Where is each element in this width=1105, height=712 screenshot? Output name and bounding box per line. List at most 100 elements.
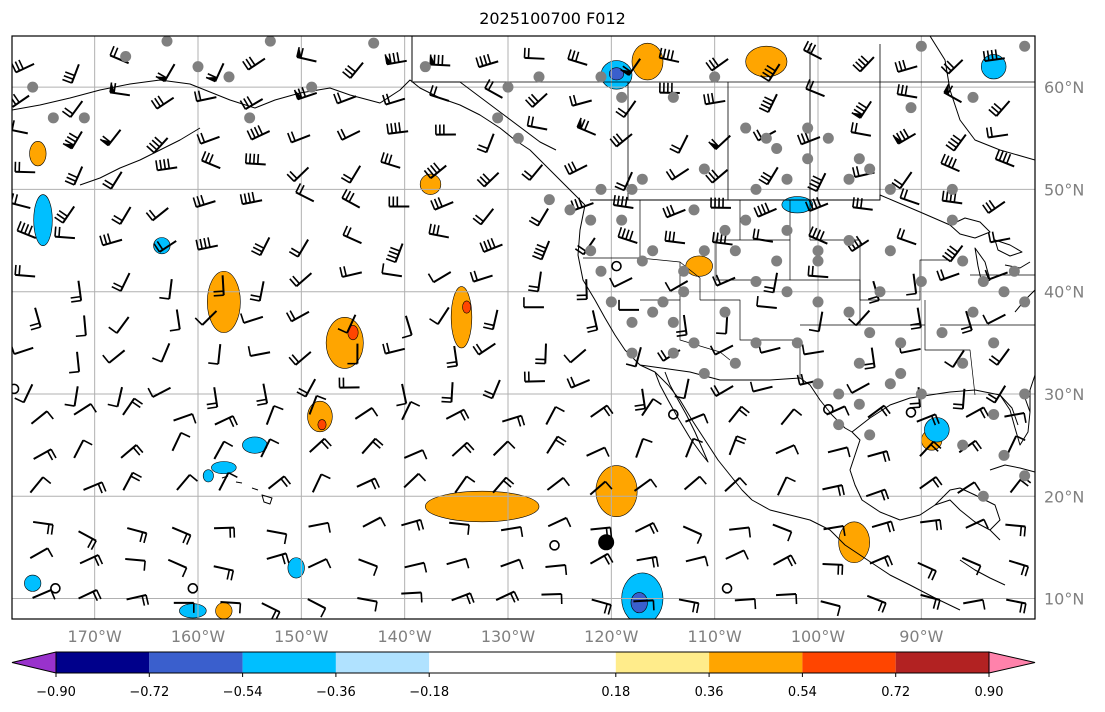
wind-barb bbox=[289, 272, 313, 288]
wind-barb bbox=[625, 346, 642, 368]
wind-barb bbox=[427, 271, 452, 284]
calm-circle bbox=[905, 407, 917, 418]
wind-barb bbox=[201, 151, 221, 170]
wind-barb bbox=[635, 438, 653, 458]
wind-barb bbox=[729, 526, 751, 538]
hudson-bay bbox=[929, 36, 1035, 161]
wind-barb bbox=[73, 439, 93, 459]
colorbar-segment bbox=[802, 652, 896, 673]
station-dot bbox=[977, 490, 989, 502]
calm-circle bbox=[50, 583, 61, 594]
wind-barb bbox=[758, 93, 778, 113]
wind-barb bbox=[535, 343, 547, 365]
wind-barb bbox=[772, 554, 797, 567]
wind-barb bbox=[173, 412, 197, 424]
wind-barb bbox=[54, 205, 76, 224]
station-dot bbox=[78, 112, 90, 124]
colorbar bbox=[11, 651, 1036, 674]
wind-barb bbox=[636, 555, 659, 568]
station-dot bbox=[585, 245, 597, 257]
colorbar-tick-label: 0.90 bbox=[975, 685, 1004, 700]
wind-barb bbox=[479, 237, 503, 253]
station-dot bbox=[678, 265, 690, 277]
wind-barb bbox=[342, 61, 364, 79]
wind-barb bbox=[586, 446, 610, 457]
wind-barb bbox=[547, 516, 572, 528]
station-dot bbox=[306, 81, 318, 93]
wind-barb bbox=[896, 84, 918, 99]
station-dot bbox=[667, 316, 679, 328]
lon-tick-label: 100°W bbox=[791, 627, 846, 646]
lat-tick-label: 20°N bbox=[1044, 487, 1084, 506]
wind-barb bbox=[146, 136, 169, 154]
latitude-tick-labels: 10°N 20°N 30°N 40°N 50°N 60°N bbox=[1044, 78, 1084, 608]
wind-barb bbox=[546, 476, 570, 491]
calm-circle bbox=[823, 404, 834, 415]
station-dot bbox=[667, 347, 679, 359]
wind-barb bbox=[358, 558, 379, 577]
station-dot bbox=[915, 275, 927, 287]
wind-barb bbox=[75, 315, 87, 338]
wind-barb bbox=[357, 597, 378, 612]
wind-barb bbox=[892, 128, 917, 145]
station-dot bbox=[244, 112, 256, 124]
colorbar-tick-label: 0.18 bbox=[601, 685, 630, 700]
station-dot bbox=[585, 214, 597, 226]
wind-barb bbox=[822, 563, 844, 575]
station-dot bbox=[812, 378, 824, 390]
colorbar-segment bbox=[242, 652, 336, 673]
wind-barb bbox=[293, 87, 318, 101]
wind-barb bbox=[851, 100, 872, 119]
wind-barb bbox=[614, 171, 633, 192]
lon-tick-label: 110°W bbox=[687, 627, 742, 646]
colorbar-tick-labels: −0.90 −0.72 −0.54 −0.36 −0.18 0.18 0.36 0.54 0.7… bbox=[36, 673, 1003, 700]
wind-barb bbox=[917, 561, 937, 581]
wind-barb bbox=[724, 477, 748, 493]
colorbar-segment bbox=[149, 652, 243, 673]
station-dot bbox=[698, 245, 710, 257]
wind-barb bbox=[808, 311, 824, 333]
wind-barb bbox=[171, 432, 191, 452]
wind-barb bbox=[171, 526, 192, 545]
wind-barb bbox=[576, 117, 597, 136]
wind-barb bbox=[728, 405, 750, 423]
wind-barb bbox=[380, 152, 401, 169]
wind-barb bbox=[153, 240, 177, 253]
contour-area bbox=[29, 141, 47, 167]
lon-tick-label: 160°W bbox=[171, 627, 226, 646]
wind-barb bbox=[79, 554, 104, 567]
wind-barb bbox=[894, 59, 918, 73]
wind-barb bbox=[246, 125, 271, 141]
station-dot bbox=[161, 36, 173, 47]
wind-barb bbox=[957, 481, 981, 494]
baja-california bbox=[654, 371, 709, 463]
wind-barb bbox=[430, 197, 454, 211]
wind-barb bbox=[214, 415, 238, 428]
wind-barb bbox=[311, 473, 331, 493]
wind-barb bbox=[756, 295, 777, 310]
station-dot bbox=[812, 255, 824, 267]
wind-barb bbox=[866, 594, 887, 613]
station-dot bbox=[781, 286, 793, 298]
wind-barb bbox=[401, 518, 425, 531]
station-dot bbox=[616, 214, 628, 226]
wind-barb bbox=[356, 477, 380, 490]
wind-barb bbox=[734, 598, 757, 610]
figure-title: 2025100700 F012 bbox=[479, 9, 626, 28]
calm-circle bbox=[549, 540, 560, 551]
wind-barb bbox=[475, 53, 499, 69]
wind-barb bbox=[261, 602, 281, 619]
wind-barb bbox=[961, 557, 982, 576]
station-dot bbox=[957, 439, 969, 451]
wind-barb bbox=[296, 378, 317, 398]
calm-circle bbox=[187, 583, 199, 594]
wind-barb bbox=[796, 131, 821, 146]
wind-barb bbox=[523, 371, 545, 383]
station-dot bbox=[419, 61, 431, 73]
station-dot bbox=[636, 255, 648, 267]
station-dot bbox=[740, 214, 752, 226]
wind-barb bbox=[804, 196, 829, 212]
aleutian-islands bbox=[79, 127, 201, 186]
wind-barb bbox=[333, 92, 357, 105]
station-dot bbox=[998, 286, 1010, 298]
